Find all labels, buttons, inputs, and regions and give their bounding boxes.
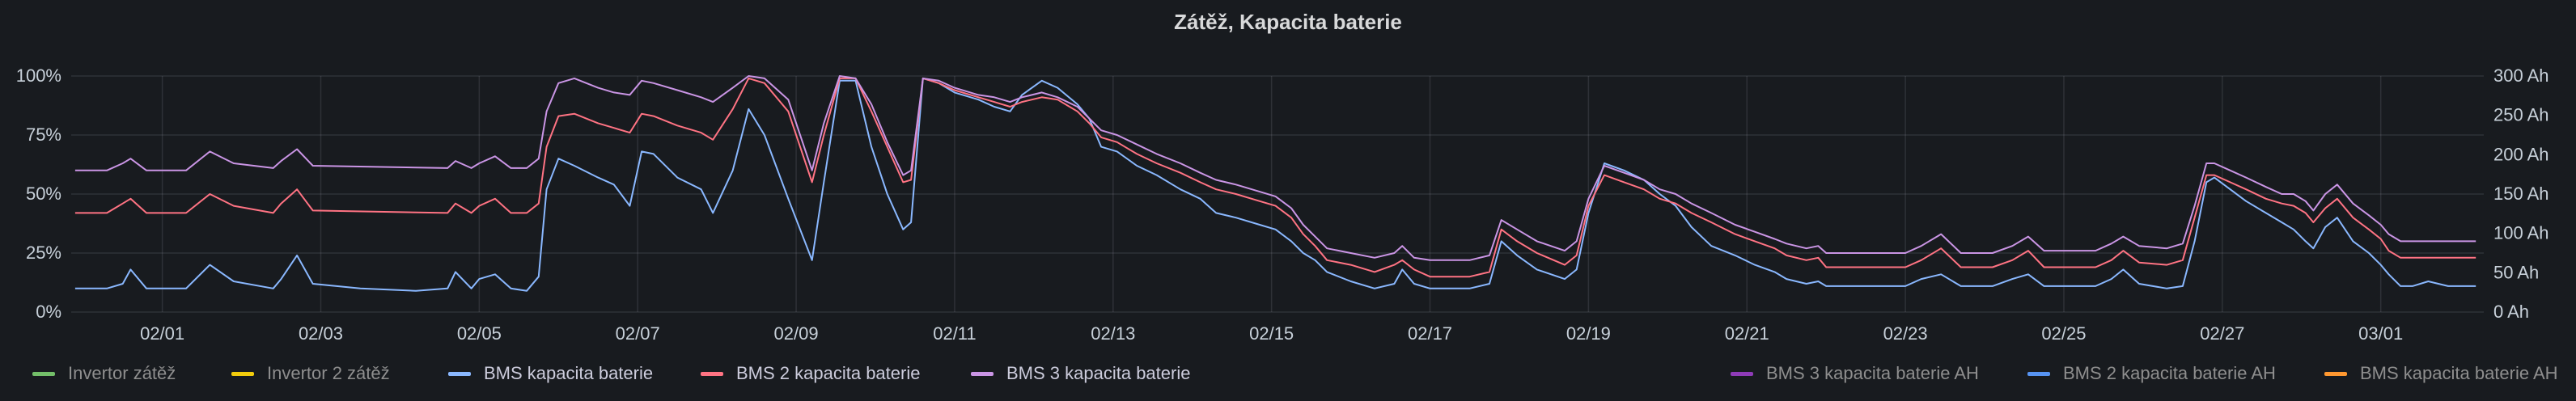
y-left-tick-label: 0%: [36, 302, 61, 322]
legend-item[interactable]: Invertor 2 zátěž: [231, 363, 390, 383]
x-tick-label: 02/09: [774, 323, 819, 344]
legend-swatch: [971, 372, 994, 376]
x-tick-label: 02/17: [1408, 323, 1452, 344]
series-line-4: [74, 75, 2476, 261]
y-right-tick-label: 200 Ah: [2493, 144, 2549, 164]
legend-label: BMS 3 kapacita baterie: [1006, 363, 1190, 383]
legend-label: Invertor 2 zátěž: [267, 363, 390, 383]
x-tick-label: 02/27: [2200, 323, 2244, 344]
x-tick-label: 02/05: [457, 323, 502, 344]
y-left-tick-label: 100%: [16, 65, 61, 86]
legend-label: BMS kapacita baterie: [484, 363, 653, 383]
legend-label: BMS 2 kapacita baterie AH: [2063, 363, 2276, 383]
x-tick-label: 02/21: [1725, 323, 1769, 344]
y-right-tick-label: 0 Ah: [2493, 302, 2529, 322]
legend-swatch: [1731, 372, 1753, 376]
legend-item[interactable]: BMS 3 kapacita baterie AH: [1731, 363, 1979, 383]
y-right-tick-label: 300 Ah: [2493, 65, 2549, 86]
legend-label: BMS 3 kapacita baterie AH: [1766, 363, 1979, 383]
y-right-tick-label: 100 Ah: [2493, 223, 2549, 243]
x-tick-label: 02/25: [2041, 323, 2086, 344]
legend[interactable]: Invertor zátěž Invertor 2 zátěž BMS kapaci…: [32, 363, 2558, 383]
legend-item[interactable]: Invertor zátěž: [32, 363, 176, 383]
x-tick-label: 02/15: [1249, 323, 1294, 344]
legend-label: BMS kapacita baterie AH: [2360, 363, 2558, 383]
series-line-2: [74, 77, 2476, 292]
legend-swatch: [231, 372, 254, 376]
legend-swatch: [701, 372, 723, 376]
y-right-tick-label: 50 Ah: [2493, 262, 2539, 282]
series-line-3: [74, 77, 2476, 278]
legend-item[interactable]: BMS 3 kapacita baterie: [971, 363, 1190, 383]
x-tick-label: 02/07: [616, 323, 660, 344]
legend-item[interactable]: BMS kapacita baterie: [448, 363, 653, 383]
x-tick-label: 02/23: [1883, 323, 1928, 344]
legend-label: BMS 2 kapacita baterie: [736, 363, 920, 383]
legend-item[interactable]: BMS kapacita baterie AH: [2324, 363, 2558, 383]
grid: [71, 75, 2484, 313]
x-tick-label: 02/03: [299, 323, 343, 344]
legend-label: Invertor zátěž: [68, 363, 176, 383]
legend-item[interactable]: BMS 2 kapacita baterie: [701, 363, 920, 383]
legend-swatch: [448, 372, 471, 376]
legend-swatch: [2324, 372, 2347, 376]
y-right-tick-label: 250 Ah: [2493, 105, 2549, 125]
axes: 0% 25% 50% 75% 100% 0 Ah 50 Ah 100 Ah 150 Ah 200 …: [16, 65, 2549, 344]
legend-swatch: [32, 372, 55, 376]
x-tick-label: 02/01: [140, 323, 184, 344]
series-lines: [74, 75, 2476, 292]
legend-item[interactable]: BMS 2 kapacita baterie AH: [2027, 363, 2276, 383]
legend-swatch: [2027, 372, 2050, 376]
x-tick-label: 02/19: [1566, 323, 1611, 344]
panel-title: Zátěž, Kapacita baterie: [1174, 10, 1402, 34]
x-tick-label: 02/11: [933, 323, 976, 344]
y-left-tick-label: 25%: [26, 243, 61, 263]
x-tick-label: 02/13: [1091, 323, 1135, 344]
y-left-tick-label: 75%: [26, 125, 61, 145]
x-tick-label: 03/01: [2358, 323, 2403, 344]
y-left-tick-label: 50%: [26, 184, 61, 204]
y-right-tick-label: 150 Ah: [2493, 184, 2549, 204]
